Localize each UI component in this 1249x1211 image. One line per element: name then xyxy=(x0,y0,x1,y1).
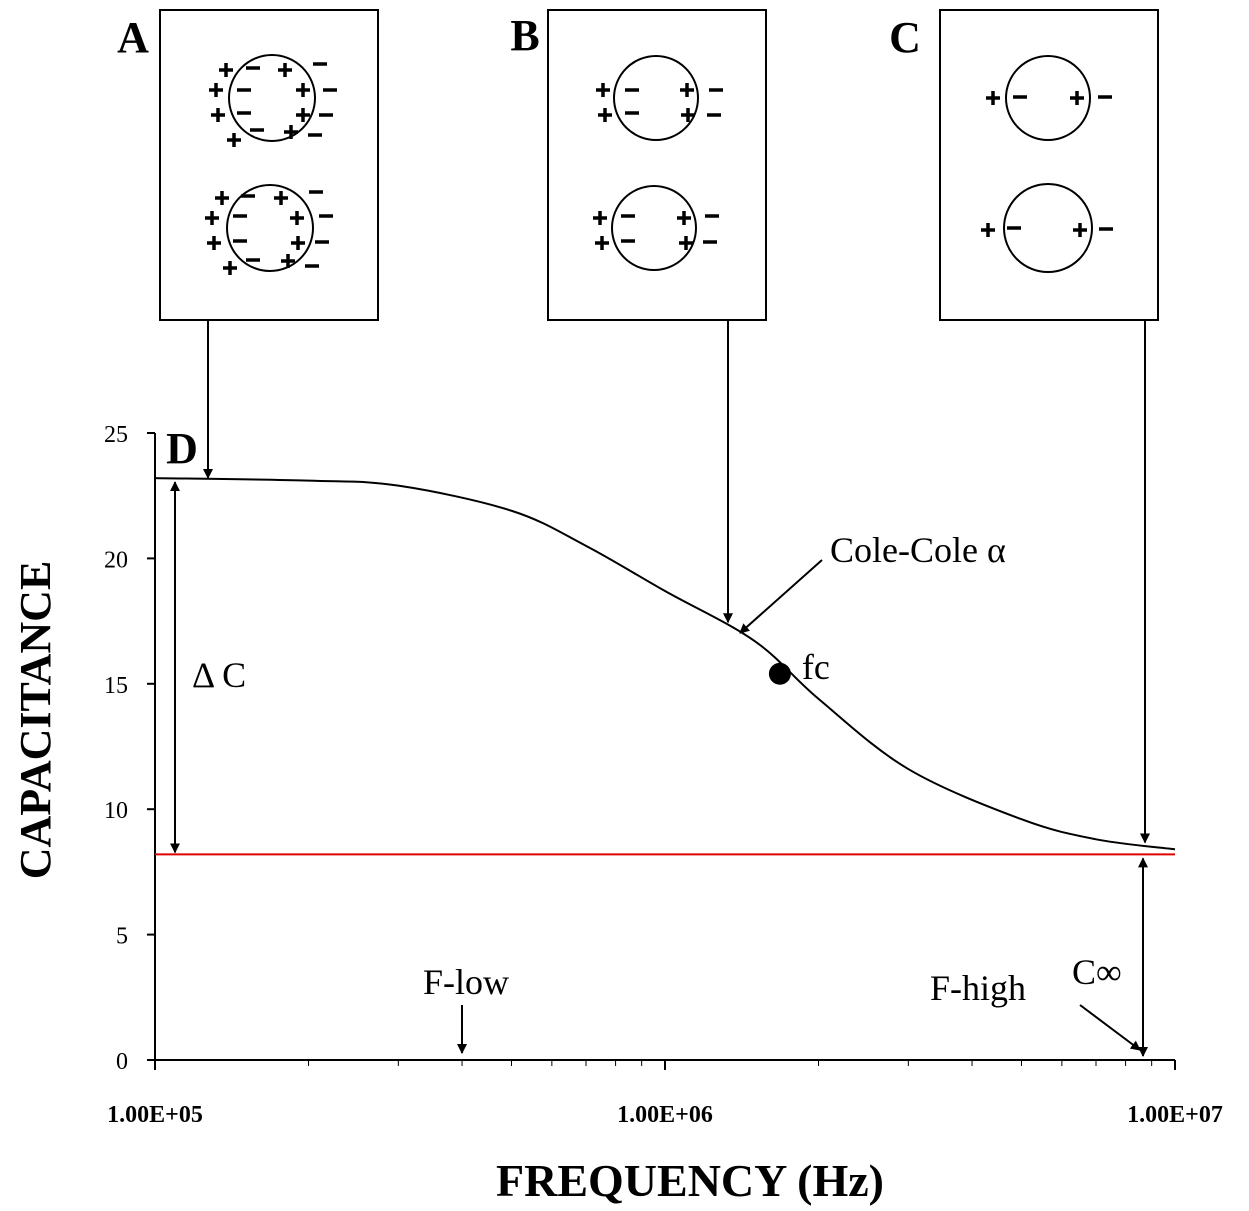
arrow xyxy=(1079,1004,1141,1051)
arrow xyxy=(739,559,823,634)
annotation: Cole-Cole α xyxy=(830,530,1006,570)
panel-label: C xyxy=(889,13,921,62)
panels xyxy=(159,9,1159,321)
x-tick-label: 1.00E+06 xyxy=(617,1102,713,1128)
y-tick-label: 10 xyxy=(104,798,128,824)
panel-box xyxy=(939,9,1159,321)
cell xyxy=(1003,183,1093,273)
panel-box xyxy=(547,9,767,321)
x-axis-title: FREQUENCY (Hz) xyxy=(496,1155,884,1206)
cell xyxy=(228,54,316,142)
x-tick-label: 1.00E+07 xyxy=(1127,1102,1223,1128)
annotation: F-low xyxy=(423,962,509,1002)
y-tick-label: 5 xyxy=(116,924,128,950)
annotation: C∞ xyxy=(1072,952,1122,992)
annotation: Δ C xyxy=(192,655,246,695)
line xyxy=(154,477,1176,851)
cell xyxy=(226,184,314,272)
panel-label: B xyxy=(510,11,539,60)
fc-label: fc xyxy=(802,647,830,687)
y-tick-label: 0 xyxy=(116,1049,128,1075)
annotation: F-high xyxy=(930,968,1026,1008)
y-tick-label: 20 xyxy=(104,547,128,573)
y-tick-label: 25 xyxy=(104,422,128,448)
panel-label: A xyxy=(117,13,149,62)
x-tick-label: 1.00E+05 xyxy=(107,1102,203,1128)
y-tick-label: 15 xyxy=(104,673,128,699)
fc-point xyxy=(768,662,791,685)
panel-box xyxy=(159,9,379,321)
y-axis-title: CAPACITANCE xyxy=(11,561,60,880)
cell xyxy=(611,185,697,271)
cell xyxy=(1005,55,1091,141)
panel-label: D xyxy=(166,424,198,473)
cell xyxy=(613,55,699,141)
